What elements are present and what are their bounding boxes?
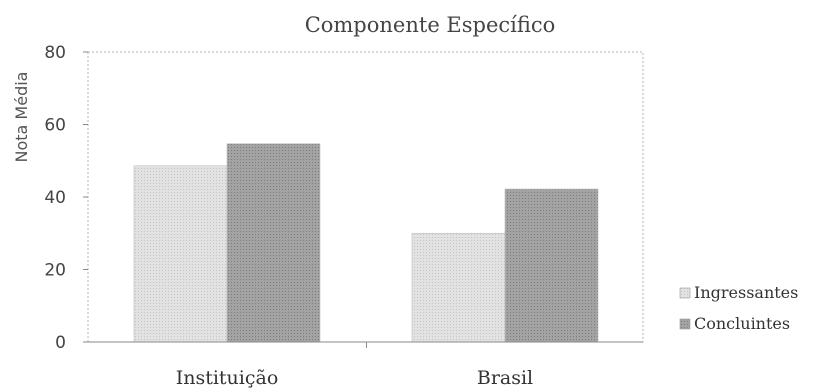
legend-label-concluintes: Concluintes xyxy=(694,314,790,333)
bar-concluintes-0 xyxy=(226,143,321,343)
legend-swatch-ingressantes xyxy=(679,287,691,299)
legend-swatch-concluintes xyxy=(679,318,691,330)
y-tick-label: 0 xyxy=(55,333,66,353)
y-tick-label: 80 xyxy=(44,43,66,63)
y-tick-label: 60 xyxy=(44,116,66,136)
bar-ingressantes-1 xyxy=(411,232,506,343)
legend-label-ingressantes: Ingressantes xyxy=(694,283,798,302)
y-axis-label: Nota Média xyxy=(12,72,31,163)
bar-concluintes-1 xyxy=(504,188,599,343)
axes: 0 20 40 60 80 Instituição Brasil xyxy=(44,43,643,389)
bars xyxy=(133,143,599,343)
legend: Ingressantes Concluintes xyxy=(679,283,798,333)
bar-ingressantes-0 xyxy=(133,165,228,343)
x-category-label: Brasil xyxy=(477,367,533,389)
y-tick-label: 20 xyxy=(44,261,66,281)
x-category-label: Instituição xyxy=(176,367,279,389)
chart-title: Componente Específico xyxy=(305,13,556,37)
y-tick-label: 40 xyxy=(44,188,66,208)
